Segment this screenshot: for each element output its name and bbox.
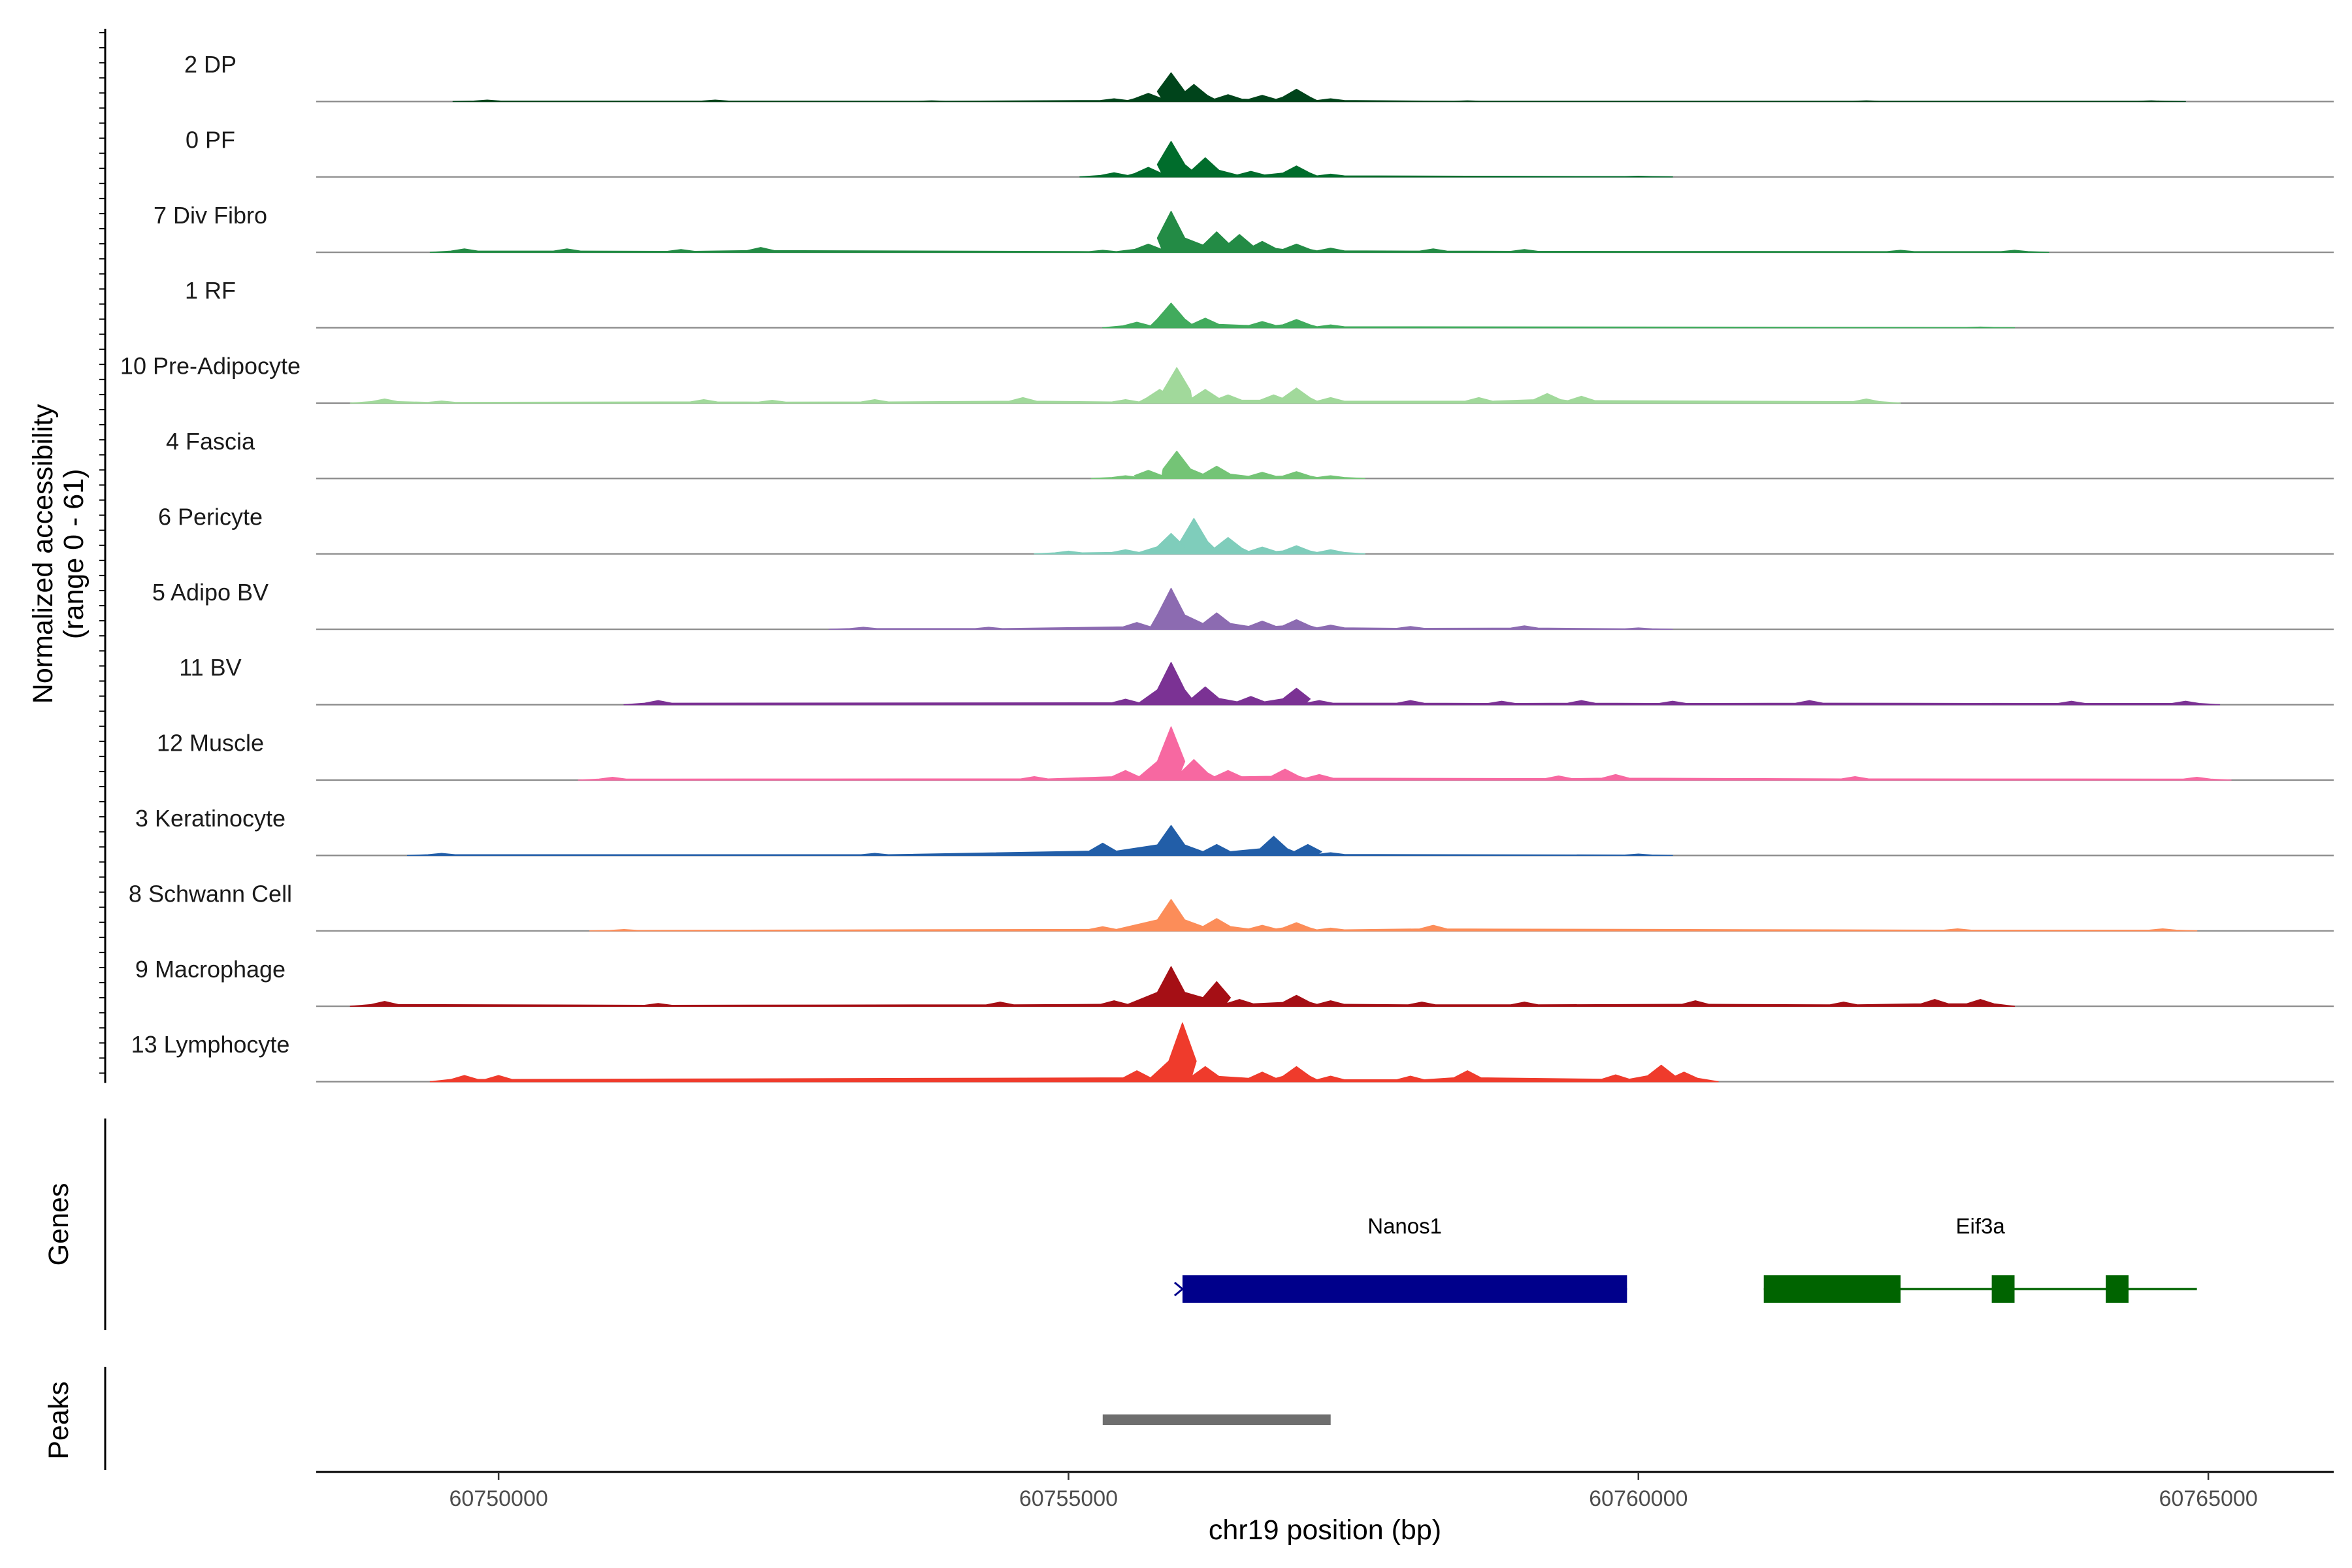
track-9: 11 BV — [179, 654, 2334, 706]
track-label: 10 Pre-Adipocyte — [120, 353, 301, 380]
x-tick-label: 60755000 — [1019, 1486, 1118, 1511]
track-label: 13 Lymphocyte — [131, 1031, 290, 1058]
accessibility-y-axis — [99, 29, 106, 1083]
gene-eif3a: Eif3a — [1763, 1214, 2197, 1303]
gene-name-label: Nanos1 — [1367, 1214, 1442, 1238]
gene-strand-arrow — [1173, 1281, 1184, 1297]
track-4: 1 RF — [185, 277, 2334, 329]
y-axis-title: Normalized accessibility — [27, 404, 59, 704]
genes-track: Nanos1 Eif3a — [104, 1119, 2197, 1330]
coverage-area — [828, 587, 1673, 630]
track-label: 0 PF — [186, 126, 235, 153]
coverage-area — [1102, 302, 2016, 329]
y-axis-range-label: (range 0 - 61) — [58, 469, 90, 640]
track-label: 8 Schwann Cell — [129, 880, 292, 907]
peaks-track-label: Peaks — [43, 1381, 74, 1460]
coverage-area — [589, 899, 2198, 932]
coverage-area — [406, 825, 1673, 857]
coverage-area — [350, 966, 2016, 1007]
track-label: 2 DP — [184, 51, 237, 78]
x-tick-label: 60760000 — [1589, 1486, 1688, 1511]
track-8: 5 Adipo BV — [152, 579, 2334, 630]
track-label: 12 Muscle — [157, 730, 264, 757]
gene-exon — [1991, 1275, 2015, 1303]
track-14: 13 Lymphocyte — [131, 1022, 2334, 1083]
track-label: 11 BV — [179, 654, 241, 681]
coverage-area — [452, 72, 2186, 103]
coverage-area — [1090, 450, 1365, 480]
coverage-area — [429, 1022, 1719, 1083]
track-7: 6 Pericyte — [158, 503, 2334, 555]
track-label: 4 Fascia — [166, 428, 255, 455]
coverage-area — [1034, 517, 1365, 555]
track-11: 3 Keratinocyte — [135, 805, 2334, 857]
coverage-area — [578, 726, 2232, 781]
track-label: 9 Macrophage — [135, 956, 286, 983]
coverage-area — [623, 662, 2221, 706]
track-1: 2 DP — [184, 51, 2334, 103]
gene-exon — [1182, 1275, 1627, 1303]
gene-exon — [1763, 1275, 1901, 1303]
coverage-area — [350, 367, 1901, 404]
x-tick-label: 60750000 — [449, 1486, 548, 1511]
coverage-tracks: 2 DP 0 PF 7 Div Fibro 1 RF 10 Pre-Adipocyte 4… — [120, 51, 2334, 1083]
track-12: 8 Schwann Cell — [129, 880, 2334, 932]
coverage-area — [429, 210, 2050, 253]
track-6: 4 Fascia — [166, 428, 2334, 480]
genes-track-label: Genes — [43, 1183, 74, 1266]
track-2: 0 PF — [186, 126, 2334, 178]
coverage-area — [1079, 140, 1673, 178]
x-axis-title: chr19 position (bp) — [1209, 1514, 1441, 1546]
track-10: 12 Muscle — [157, 726, 2334, 781]
track-label: 3 Keratinocyte — [135, 805, 286, 832]
track-5: 10 Pre-Adipocyte — [120, 353, 2334, 404]
gene-exon — [2106, 1275, 2129, 1303]
track-label: 7 Div Fibro — [154, 202, 267, 229]
track-label: 6 Pericyte — [158, 503, 263, 530]
gene-nanos1: Nanos1 — [1173, 1214, 1627, 1303]
track-label: 1 RF — [185, 277, 236, 304]
x-axis: 60750000 60755000 60760000 60765000 — [316, 1471, 2334, 1511]
peaks-track — [104, 1367, 1331, 1470]
track-3: 7 Div Fibro — [154, 202, 2334, 253]
x-tick-label: 60765000 — [2159, 1486, 2257, 1511]
gene-name-label: Eif3a — [1956, 1214, 2006, 1238]
track-label: 5 Adipo BV — [152, 579, 269, 606]
peak-bar — [1102, 1414, 1331, 1425]
track-13: 9 Macrophage — [135, 956, 2334, 1007]
